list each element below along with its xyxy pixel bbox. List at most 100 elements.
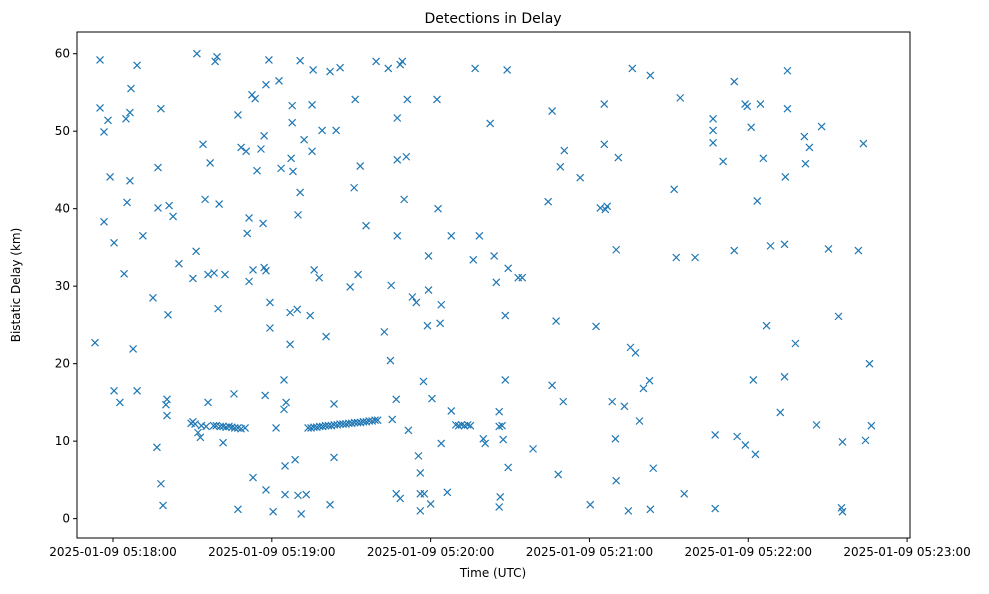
data-point — [225, 422, 233, 431]
data-point — [443, 488, 452, 497]
data-point — [711, 431, 720, 439]
data-point — [219, 438, 228, 447]
data-point — [834, 312, 843, 321]
data-point — [262, 80, 270, 89]
data-point — [264, 55, 273, 64]
data-point — [514, 273, 523, 282]
data-point — [306, 311, 315, 320]
data-point — [556, 162, 565, 171]
data-point — [490, 252, 499, 260]
data-point — [234, 110, 242, 119]
data-point — [646, 71, 655, 80]
data-point — [646, 505, 655, 514]
data-point — [416, 468, 425, 477]
data-point — [576, 173, 585, 182]
data-point — [495, 422, 504, 431]
data-point — [287, 154, 296, 163]
data-point — [398, 57, 407, 66]
x-tick-label: 2025-01-09 05:21:00 — [526, 545, 653, 559]
data-point — [214, 304, 223, 313]
data-point — [709, 114, 717, 123]
data-point — [447, 231, 456, 240]
data-point — [709, 138, 717, 147]
data-point — [286, 308, 295, 317]
data-point — [332, 126, 341, 135]
data-point — [620, 402, 629, 411]
data-point — [776, 408, 785, 417]
data-point — [251, 94, 260, 103]
y-tick-label: 50 — [55, 124, 70, 138]
data-point — [380, 327, 389, 336]
y-tick-label: 40 — [55, 202, 70, 216]
data-point — [281, 490, 289, 499]
data-point — [791, 339, 800, 348]
data-point — [309, 66, 318, 74]
data-point — [275, 76, 283, 85]
data-point — [192, 247, 201, 256]
data-point — [499, 435, 508, 444]
data-point — [300, 135, 309, 144]
data-point — [492, 278, 501, 287]
x-axis-label: Time (UTC) — [459, 566, 526, 580]
data-point — [308, 100, 316, 109]
data-point — [495, 503, 504, 511]
data-point — [709, 126, 717, 135]
data-point — [163, 395, 171, 404]
data-point — [164, 310, 172, 319]
data-point — [854, 246, 863, 255]
data-point — [498, 421, 507, 430]
data-point — [336, 420, 345, 429]
data-point — [481, 439, 490, 448]
data-point — [719, 157, 728, 166]
data-point — [747, 123, 756, 132]
y-tick-label: 60 — [55, 47, 70, 61]
data-point — [614, 153, 623, 162]
data-point — [781, 172, 790, 181]
data-point — [751, 450, 760, 459]
data-point — [350, 183, 359, 192]
data-point — [402, 152, 411, 161]
data-point — [393, 155, 402, 164]
data-point — [730, 246, 739, 255]
data-point — [249, 473, 257, 482]
data-point — [859, 139, 868, 148]
data-point — [245, 277, 253, 286]
data-point — [120, 269, 129, 278]
data-point — [371, 416, 379, 425]
data-point — [191, 420, 199, 429]
data-point — [149, 293, 157, 302]
data-point — [433, 95, 441, 104]
data-point — [219, 422, 228, 431]
data-point — [330, 400, 338, 408]
data-point — [504, 463, 513, 472]
data-point — [174, 259, 183, 268]
data-point — [206, 159, 215, 167]
data-point — [600, 140, 609, 149]
data-point — [308, 147, 316, 156]
data-point — [428, 394, 436, 403]
data-point — [293, 305, 302, 314]
data-point — [414, 451, 423, 460]
data-point — [133, 386, 142, 395]
data-point — [600, 100, 609, 108]
data-point — [447, 406, 456, 415]
data-point — [639, 384, 648, 393]
data-point — [253, 166, 261, 175]
data-point — [780, 240, 789, 249]
data-point — [733, 432, 742, 441]
data-point — [129, 345, 138, 353]
data-point — [753, 197, 762, 205]
data-point — [780, 372, 789, 381]
data-point — [351, 95, 360, 104]
data-point — [420, 489, 429, 498]
data-point — [680, 489, 689, 498]
data-point — [346, 283, 355, 291]
data-point — [552, 317, 561, 325]
data-point — [123, 198, 131, 207]
data-point — [163, 411, 171, 420]
data-point — [645, 376, 654, 385]
data-point — [865, 359, 874, 368]
data-point — [210, 269, 219, 277]
data-point — [199, 140, 207, 149]
data-point — [867, 421, 876, 430]
